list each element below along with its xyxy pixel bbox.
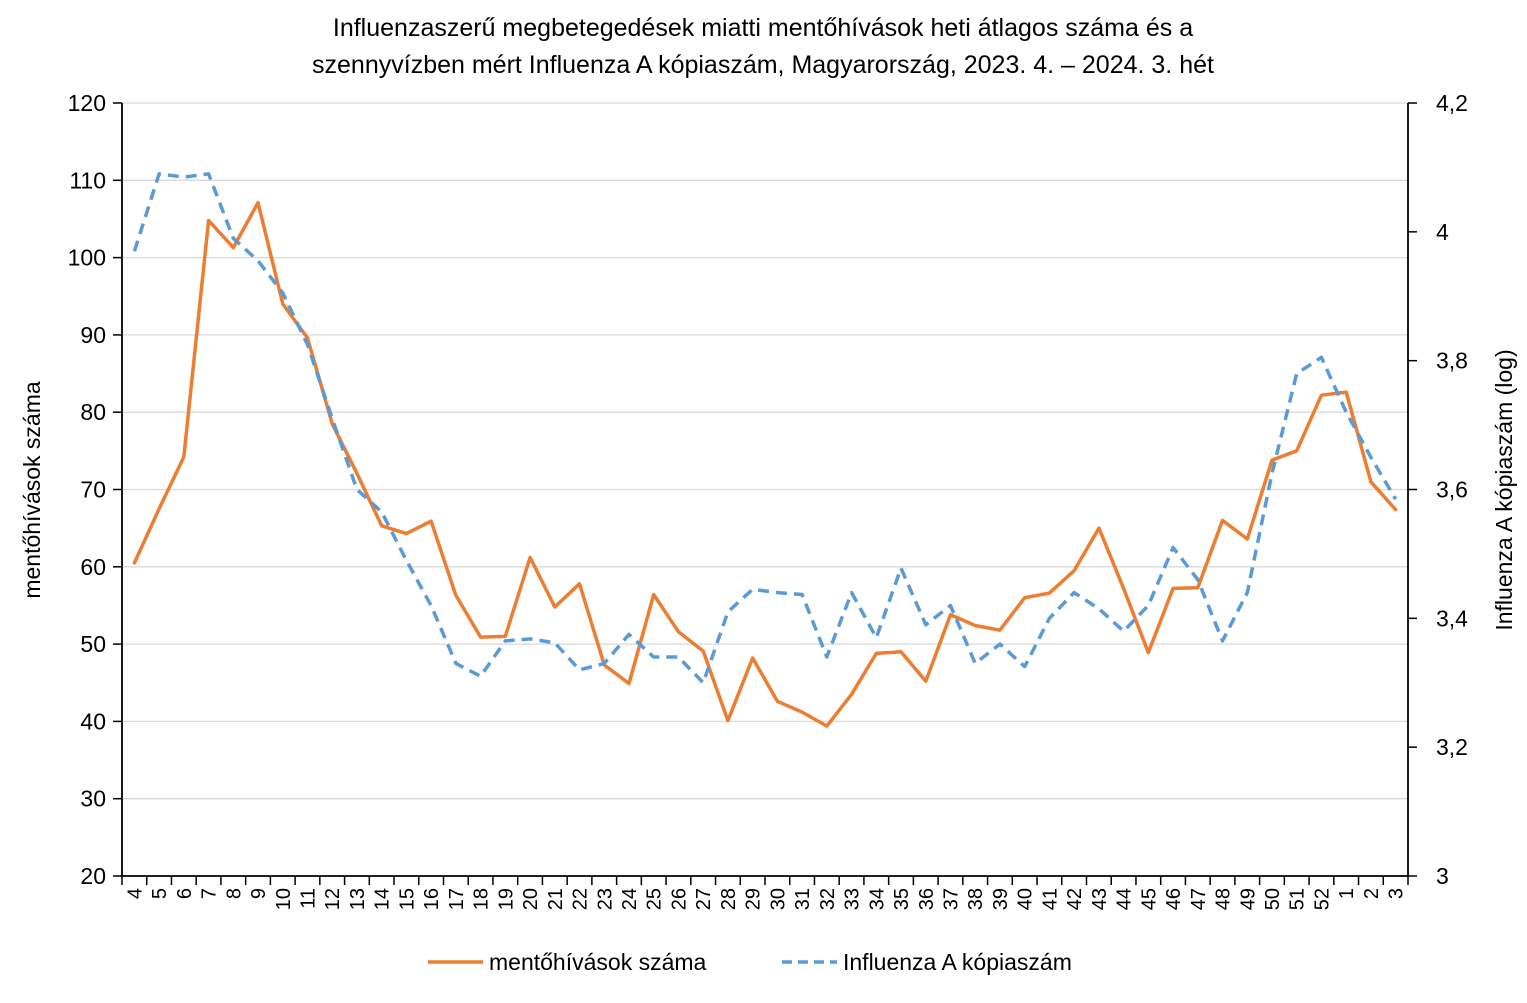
left-tick-label: 40 [80, 708, 106, 734]
right-tick-label: 3,8 [1436, 348, 1468, 374]
legend-label-ambulance-calls: mentőhívások száma [489, 949, 707, 975]
x-tick-label: 25 [644, 888, 666, 910]
x-tick-label: 1 [1336, 888, 1358, 899]
x-tick-label: 37 [940, 888, 962, 910]
x-tick-label: 40 [1015, 888, 1037, 910]
x-tick-label: 14 [372, 888, 394, 910]
x-tick-label: 35 [891, 888, 913, 910]
right-tick-label: 4 [1436, 219, 1449, 245]
left-tick-label: 30 [80, 786, 106, 812]
chart-title-line-2: szennyvízben mért Influenza A kópiaszám,… [312, 51, 1214, 79]
x-tick-label: 10 [273, 888, 295, 910]
legend: mentőhívások száma Influenza A kópiaszám [428, 949, 1072, 975]
x-tick-label: 18 [471, 888, 493, 910]
x-tick-label: 47 [1188, 888, 1210, 910]
x-tick-label: 15 [396, 888, 418, 910]
x-tick-label: 4 [124, 888, 146, 899]
right-tick-label: 3,2 [1436, 734, 1468, 760]
x-tick-label: 11 [297, 888, 319, 909]
x-tick-label: 32 [817, 888, 839, 910]
left-tick-label: 20 [80, 863, 106, 889]
x-tick-label: 36 [916, 888, 938, 910]
x-tick-label: 20 [520, 888, 542, 910]
chart-title-line-1: Influenzaszerű megbetegedések miatti men… [333, 14, 1193, 42]
left-tick-label: 80 [80, 399, 106, 425]
left-tick-label: 70 [80, 477, 106, 503]
x-tick-label: 26 [668, 888, 690, 910]
x-tick-label: 50 [1262, 888, 1284, 910]
x-tick-label: 33 [842, 888, 864, 910]
x-tick-label: 49 [1237, 888, 1259, 910]
left-y-axis-title: mentőhívások száma [19, 381, 45, 599]
x-tick-label: 52 [1311, 888, 1333, 910]
x-tick-label: 48 [1213, 888, 1235, 910]
x-tick-label: 30 [767, 888, 789, 910]
x-tick-label: 2 [1361, 888, 1383, 899]
series-lines [132, 172, 1398, 728]
x-tick-label: 7 [199, 888, 221, 899]
left-tick-label: 120 [68, 90, 106, 116]
left-tick-label: 110 [69, 167, 106, 193]
x-tick-label: 38 [965, 888, 987, 910]
right-tick-label: 3,4 [1436, 605, 1468, 631]
right-tick-label: 3,6 [1436, 477, 1468, 503]
x-tick-label: 6 [174, 888, 196, 899]
gridlines [122, 102, 1408, 800]
x-tick-label: 42 [1064, 888, 1086, 910]
x-tick-label: 41 [1039, 888, 1061, 910]
x-tick-label: 31 [792, 888, 814, 910]
x-tick-label: 19 [495, 888, 517, 910]
x-tick-label: 46 [1163, 888, 1185, 910]
x-tick-label: 43 [1089, 888, 1111, 910]
x-tick-label: 22 [570, 888, 592, 910]
x-tick-label: 8 [223, 888, 245, 899]
x-tick-label: 13 [347, 888, 369, 910]
series-line-influenza-a [132, 172, 1398, 685]
x-tick-label: 24 [619, 888, 641, 910]
left-y-axis-ticks: 20 30 40 50 60 70 80 90 100 110 120 [68, 90, 122, 889]
x-tick-label: 5 [149, 888, 171, 899]
x-tick-label: 16 [421, 888, 443, 910]
x-tick-label: 51 [1287, 888, 1309, 910]
x-tick-label: 28 [718, 888, 740, 910]
x-tick-label: 21 [545, 888, 567, 910]
x-tick-label: 45 [1138, 888, 1160, 910]
right-tick-label: 3 [1436, 863, 1449, 889]
x-tick-label: 3 [1386, 888, 1408, 899]
x-axis-ticks: 4 5 6 7 8 9 10 11 12 13 14 15 16 17 18 19 20 21 22 23 24 25 26… [121, 876, 1409, 910]
x-tick-label: 12 [322, 888, 344, 910]
x-tick-label: 23 [594, 888, 616, 910]
left-tick-label: 100 [68, 245, 106, 271]
x-tick-label: 39 [990, 888, 1012, 910]
right-tick-label: 4,2 [1436, 90, 1468, 116]
x-tick-label: 27 [693, 888, 715, 910]
left-tick-label: 50 [80, 631, 106, 657]
x-tick-label: 34 [866, 888, 888, 910]
series-line-ambulance-calls [132, 200, 1398, 728]
x-tick-label: 29 [743, 888, 765, 910]
x-tick-label: 44 [1114, 888, 1136, 910]
left-tick-label: 60 [80, 554, 106, 580]
x-tick-label: 9 [248, 888, 270, 899]
left-tick-label: 90 [80, 322, 106, 348]
x-tick-label: 17 [446, 888, 468, 910]
right-y-axis-ticks: 3 3,2 3,4 3,6 3,8 4 4,2 [1408, 90, 1468, 889]
right-y-axis-title: Influenza A kópiaszám (log) [1491, 349, 1517, 630]
legend-label-influenza-a: Influenza A kópiaszám [843, 949, 1072, 975]
